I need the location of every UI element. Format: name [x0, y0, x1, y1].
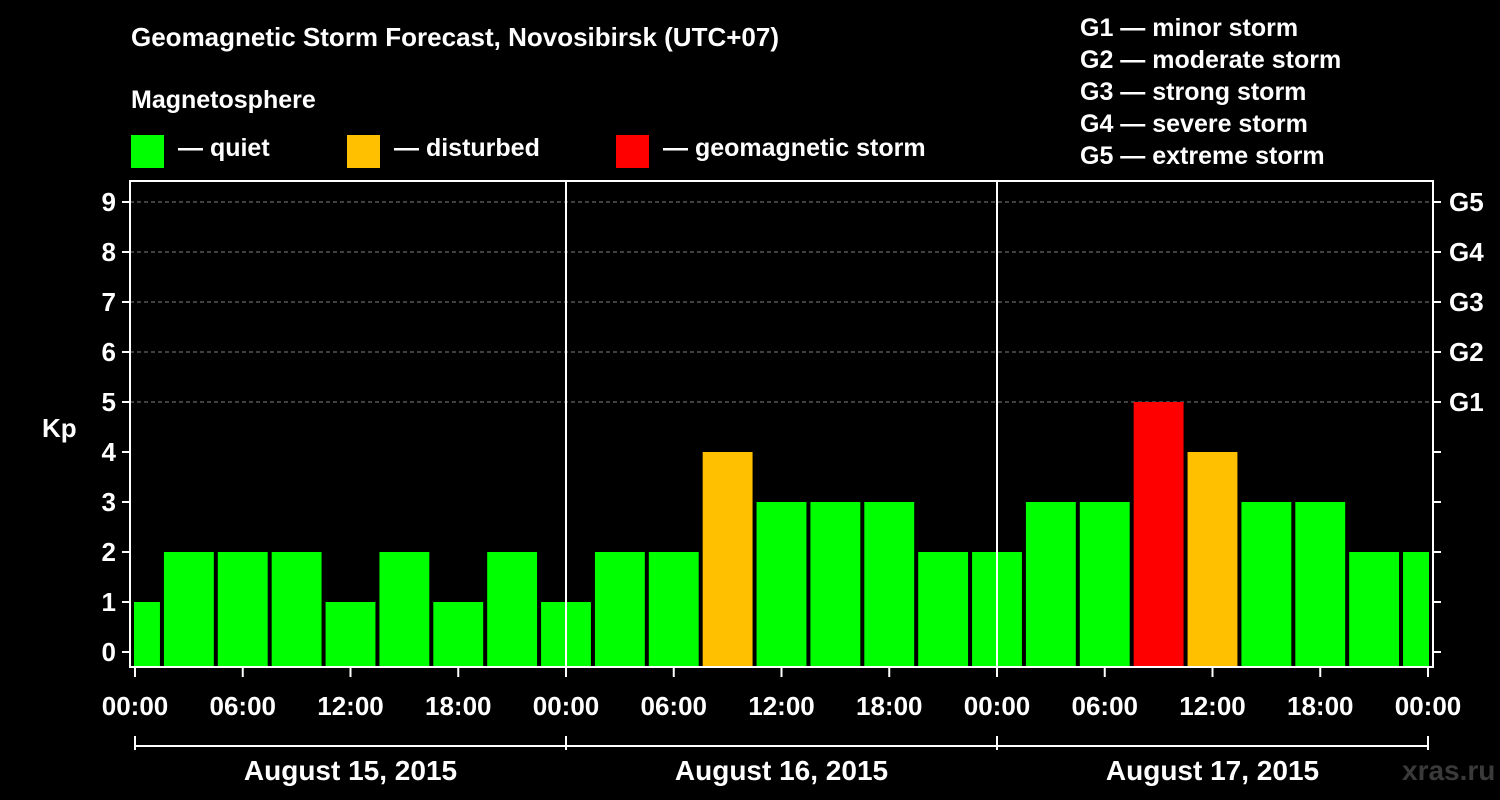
- bar-12: [756, 502, 807, 667]
- storm-scale-g2: G2 — moderate storm: [1080, 46, 1342, 74]
- x-tick-label-12: 00:00: [1395, 691, 1462, 721]
- bar-0: [134, 602, 160, 667]
- g-level-label-G4: G4: [1449, 237, 1484, 267]
- bar-19: [1133, 402, 1184, 667]
- watermark: xras.ru: [1402, 755, 1496, 786]
- legend-swatch-quiet: [131, 135, 164, 168]
- y-tick-label-0: 0: [102, 637, 116, 667]
- x-tick-label-3: 18:00: [425, 691, 492, 721]
- y-tick-label-1: 1: [102, 587, 116, 617]
- y-tick-label-5: 5: [102, 387, 116, 417]
- y-tick-label-4: 4: [102, 437, 117, 467]
- bar-1: [163, 552, 214, 667]
- g-level-label-G5: G5: [1449, 187, 1484, 217]
- storm-scale-g3: G3 — strong storm: [1080, 78, 1307, 106]
- x-tick-label-0: 00:00: [102, 691, 169, 721]
- bar-5: [379, 552, 430, 667]
- day-label-1: August 16, 2015: [675, 755, 888, 786]
- storm-scale-g1: G1 — minor storm: [1080, 14, 1299, 42]
- bar-21: [1241, 502, 1292, 667]
- chart-title: Geomagnetic Storm Forecast, Novosibirsk …: [131, 22, 780, 52]
- y-tick-label-7: 7: [102, 287, 116, 317]
- bar-15: [918, 552, 969, 667]
- x-tick-label-9: 06:00: [1072, 691, 1139, 721]
- x-tick-label-2: 12:00: [317, 691, 384, 721]
- y-tick-label-9: 9: [102, 187, 116, 217]
- bar-20: [1187, 452, 1238, 667]
- legend-swatch-storm: [616, 135, 649, 168]
- bar-23: [1349, 552, 1400, 667]
- legend-label-quiet: — quiet: [178, 134, 270, 162]
- g-level-label-G3: G3: [1449, 287, 1484, 317]
- bar-2: [217, 552, 268, 667]
- y-tick-label-6: 6: [102, 337, 116, 367]
- g-level-label-G2: G2: [1449, 337, 1484, 367]
- x-tick-label-8: 00:00: [964, 691, 1031, 721]
- bar-18: [1079, 502, 1130, 667]
- day-label-0: August 15, 2015: [244, 755, 457, 786]
- bar-6: [433, 602, 484, 667]
- legend-swatch-disturbed: [347, 135, 380, 168]
- bar-7: [487, 552, 538, 667]
- bar-3: [271, 552, 322, 667]
- g-level-label-G1: G1: [1449, 387, 1484, 417]
- x-tick-label-7: 18:00: [856, 691, 923, 721]
- bar-13: [810, 502, 861, 667]
- bar-22: [1295, 502, 1346, 667]
- x-tick-label-6: 12:00: [748, 691, 815, 721]
- x-tick-label-11: 18:00: [1287, 691, 1354, 721]
- storm-scale-g5: G5 — extreme storm: [1080, 142, 1325, 170]
- y-tick-label-2: 2: [102, 537, 116, 567]
- y-tick-label-8: 8: [102, 237, 116, 267]
- storm-scale-g4: G4 — severe storm: [1080, 110, 1308, 138]
- bar-4: [325, 602, 376, 667]
- bar-9: [594, 552, 645, 667]
- x-tick-label-5: 06:00: [641, 691, 708, 721]
- day-label-2: August 17, 2015: [1106, 755, 1319, 786]
- x-tick-label-1: 06:00: [210, 691, 277, 721]
- bar-10: [648, 552, 699, 667]
- x-tick-label-4: 00:00: [533, 691, 600, 721]
- bar-24: [1403, 552, 1429, 667]
- y-tick-label-3: 3: [102, 487, 116, 517]
- legend-label-disturbed: — disturbed: [394, 134, 540, 162]
- y-axis-label: Kp: [42, 413, 77, 443]
- x-tick-label-10: 12:00: [1179, 691, 1246, 721]
- magnetosphere-label: Magnetosphere: [131, 86, 316, 114]
- legend-label-storm: — geomagnetic storm: [663, 134, 926, 162]
- bar-14: [864, 502, 915, 667]
- bar-17: [1025, 502, 1076, 667]
- bar-11: [702, 452, 753, 667]
